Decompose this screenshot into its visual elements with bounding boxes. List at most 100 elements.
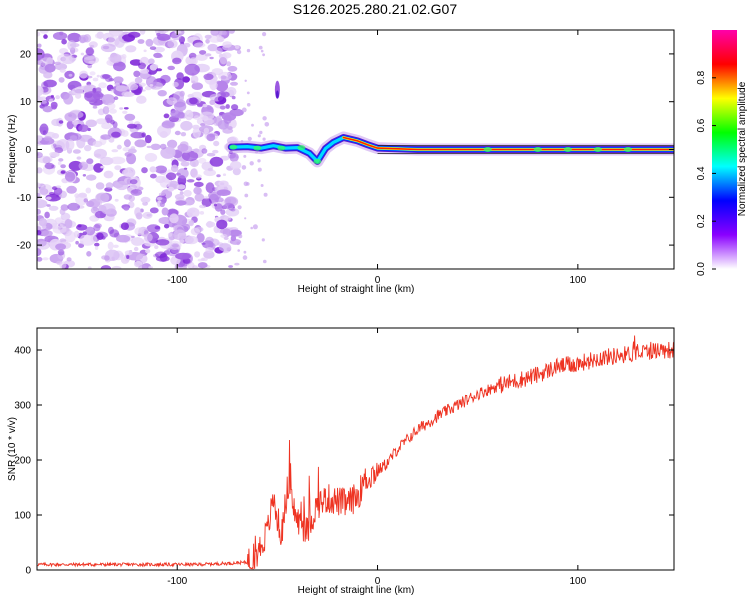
noise-blob <box>187 93 194 98</box>
noise-blob <box>95 182 105 190</box>
noise-blob <box>156 197 163 201</box>
noise-blob <box>37 230 42 236</box>
noise-blob <box>195 174 202 179</box>
noise-blob <box>67 202 80 211</box>
noise-blob <box>126 83 139 91</box>
signal-blotch <box>277 145 286 151</box>
noise-blob <box>92 105 98 109</box>
noise-blob <box>205 182 215 194</box>
noise-blob <box>220 228 228 234</box>
noise-blob <box>144 242 152 247</box>
noise-blob <box>40 100 47 104</box>
noise-blob <box>199 211 205 215</box>
noise-blob <box>174 193 185 200</box>
noise-blob <box>140 68 150 74</box>
noise-blob <box>86 174 97 181</box>
noise-blob <box>52 143 57 147</box>
snr-frame <box>36 327 675 571</box>
noise-blob <box>244 79 247 83</box>
noise-blob <box>145 38 154 47</box>
noise-blob <box>71 119 79 125</box>
noise-blob <box>215 47 223 55</box>
noise-blob <box>109 156 126 165</box>
noise-blob <box>131 237 144 246</box>
noise-blob <box>44 162 55 170</box>
noise-blob <box>126 254 130 259</box>
noise-blob <box>203 195 210 200</box>
x-tick-label: -100 <box>167 275 187 286</box>
signal-blotch <box>623 147 632 152</box>
noise-blob <box>102 106 110 115</box>
noise-blob <box>241 165 247 170</box>
noise-blob <box>199 111 215 121</box>
noise-blob <box>176 184 186 190</box>
noise-blob <box>100 165 105 169</box>
y-tick-label: 400 <box>14 346 31 357</box>
snr-x-ticks: -100 0 100 <box>167 328 587 587</box>
noise-blob <box>131 235 135 239</box>
noise-blob <box>203 73 214 81</box>
noise-blob <box>218 242 232 252</box>
noise-blob <box>57 161 62 166</box>
noise-blob <box>75 193 88 206</box>
noise-blob <box>258 45 263 50</box>
noise-blob <box>174 101 187 112</box>
noise-blob <box>167 186 175 192</box>
noise-blob <box>123 206 130 211</box>
noise-blob <box>125 45 137 53</box>
noise-blob <box>57 249 65 256</box>
noise-blob <box>159 177 171 188</box>
noise-blob <box>222 41 232 48</box>
noise-blob <box>262 137 266 141</box>
noise-blob <box>228 229 242 237</box>
noise-blob <box>202 103 208 108</box>
noise-blob <box>86 158 94 165</box>
noise-blob <box>89 71 96 76</box>
noise-blob <box>225 198 232 204</box>
noise-blob <box>87 266 92 269</box>
noise-blob <box>257 167 262 172</box>
noise-blob <box>95 87 102 94</box>
noise-blob <box>181 150 199 162</box>
noise-blob <box>92 77 99 82</box>
noise-blob <box>100 43 116 53</box>
noise-blob <box>203 169 216 177</box>
noise-blob <box>108 137 115 143</box>
y-tick-label: 100 <box>14 511 31 522</box>
noise-blob <box>114 198 119 202</box>
noise-blob <box>227 65 238 72</box>
noise-blob <box>238 234 243 239</box>
signal-blotch <box>533 147 542 152</box>
noise-blob <box>64 171 76 182</box>
noise-blob <box>94 246 99 250</box>
noise-blob <box>134 139 147 148</box>
noise-blob <box>87 64 93 69</box>
noise-blob <box>192 127 201 139</box>
noise-blob <box>104 74 113 83</box>
feature-blob-core <box>275 90 279 99</box>
noise-blob <box>67 40 77 51</box>
noise-blob <box>250 226 253 230</box>
noise-blob <box>260 184 264 187</box>
noise-blob <box>193 181 204 188</box>
noise-blob <box>86 200 95 207</box>
noise-blob <box>223 215 232 221</box>
noise-blob <box>216 219 228 230</box>
noise-blob <box>201 242 206 245</box>
noise-blob <box>163 113 170 119</box>
noise-blob <box>234 262 240 266</box>
noise-blob <box>103 170 114 179</box>
noise-blob <box>104 255 110 261</box>
noise-blob <box>99 156 114 166</box>
noise-blob <box>213 203 217 207</box>
noise-blob <box>134 227 146 236</box>
noise-blob <box>175 200 187 206</box>
noise-blob <box>207 167 214 172</box>
noise-blob <box>172 57 182 65</box>
noise-blob <box>109 53 122 64</box>
colorbar-ticks: 0.0 0.2 0.4 0.6 0.8 <box>696 70 716 276</box>
chart-title: S126.2025.280.21.02.G07 <box>292 1 458 17</box>
noise-blob <box>107 102 116 110</box>
noise-blob <box>43 71 53 79</box>
